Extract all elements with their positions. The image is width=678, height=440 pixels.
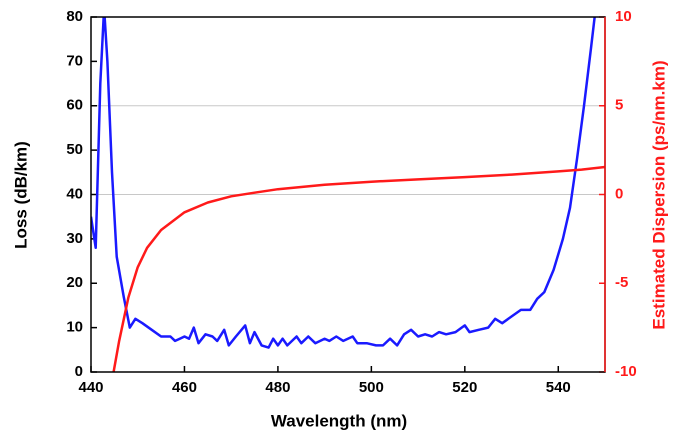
y-tick-label: 60 <box>66 97 83 114</box>
x-tick-label: 540 <box>546 379 571 396</box>
x-tick-label: 440 <box>78 379 103 396</box>
y-tick-label: 0 <box>75 363 83 380</box>
x-tick-label: 460 <box>172 379 197 396</box>
y-tick-label: 20 <box>66 274 83 291</box>
y-tick-label: 70 <box>66 52 83 69</box>
y-tick-label: 30 <box>66 230 83 247</box>
data-line <box>91 17 596 349</box>
y2-axis-label: Estimated Dispersion (ps/nm.km) <box>649 60 668 329</box>
y-tick-label: 40 <box>66 185 83 202</box>
y2-tick-label: -10 <box>615 363 637 380</box>
x-tick-label: 520 <box>452 379 477 396</box>
y-tick-label: 80 <box>66 8 83 25</box>
x-tick-label: 480 <box>265 379 290 396</box>
y2-tick-label: 0 <box>615 185 623 202</box>
plot-area <box>91 17 605 372</box>
y2-tick-label: -5 <box>615 274 628 291</box>
x-axis-label: Wavelength (nm) <box>271 411 407 430</box>
x-tick-label: 500 <box>359 379 384 396</box>
y2-tick-label: 5 <box>615 97 623 114</box>
y-axis-label: Loss (dB/km) <box>11 141 30 249</box>
y-tick-label: 10 <box>66 319 83 336</box>
y-tick-label: 50 <box>66 141 83 158</box>
y2-tick-label: 10 <box>615 8 632 25</box>
data-line <box>112 165 605 372</box>
